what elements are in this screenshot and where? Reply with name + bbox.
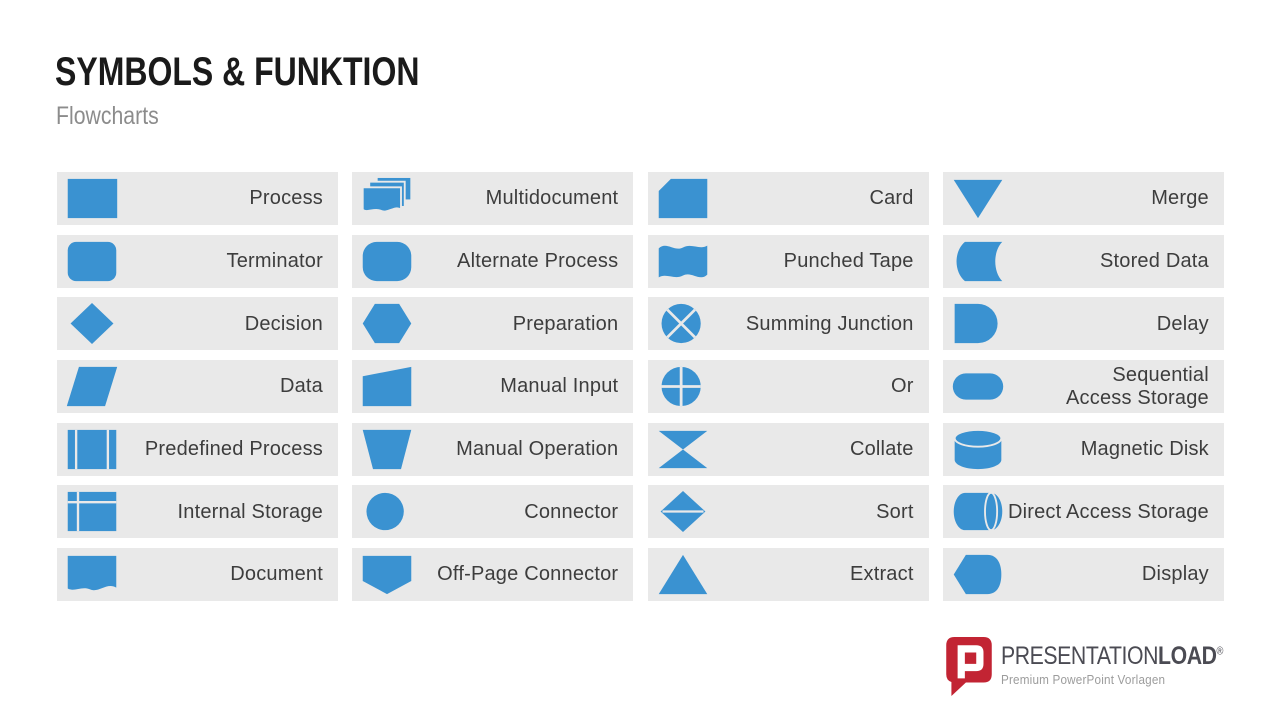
- predefined-process-icon: [64, 427, 120, 472]
- symbol-cell-or: Or: [647, 360, 929, 414]
- brand-name-regular: PRESENTATION: [1001, 642, 1159, 670]
- symbol-label: Sort: [876, 500, 914, 523]
- delay-icon: [950, 301, 1006, 346]
- alternate-process-icon: [359, 239, 415, 284]
- sort-icon: [655, 489, 711, 534]
- symbol-label: Connector: [524, 500, 619, 523]
- symbol-cell-sort: Sort: [647, 485, 929, 539]
- symbol-label: Summing Junction: [745, 312, 914, 335]
- connector-icon: [359, 489, 415, 534]
- preparation-icon: [359, 301, 415, 346]
- symbol-label: Internal Storage: [177, 500, 323, 523]
- symbol-cell-stored-data: Stored Data: [942, 234, 1224, 288]
- symbol-cell-off-page-connector: Off-Page Connector: [352, 548, 634, 602]
- symbol-cell-alternate-process: Alternate Process: [352, 234, 634, 288]
- symbol-cell-sequential-access-storage: Sequential Access Storage: [942, 360, 1224, 414]
- symbol-label: Process: [249, 187, 323, 210]
- symbol-label: Data: [279, 375, 323, 398]
- process-icon: [64, 176, 120, 221]
- symbol-cell-terminator: Terminator: [57, 234, 338, 288]
- symbol-label: Stored Data: [1099, 249, 1209, 272]
- symbol-cell-decision: Decision: [57, 297, 338, 351]
- symbol-label: Decision: [244, 312, 323, 335]
- symbol-cell-card: Card: [647, 172, 929, 225]
- symbol-cell-data: Data: [57, 360, 338, 414]
- merge-icon: [950, 176, 1006, 221]
- symbol-cell-preparation: Preparation: [352, 297, 634, 351]
- symbol-cell-multidocument: Multidocument: [352, 172, 634, 225]
- symbol-label: Off-Page Connector: [437, 563, 619, 586]
- symbol-cell-direct-access-storage: Direct Access Storage: [942, 485, 1224, 539]
- symbol-label: Direct Access Storage: [1007, 500, 1209, 523]
- manual-operation-icon: [359, 427, 415, 472]
- extract-icon: [655, 552, 711, 597]
- symbol-label: Collate: [849, 438, 914, 461]
- symbol-cell-merge: Merge: [942, 172, 1224, 225]
- symbol-label: Punched Tape: [783, 249, 914, 272]
- symbol-label: Multidocument: [485, 187, 619, 210]
- symbol-cell-document: Document: [57, 548, 338, 602]
- symbol-cell-connector: Connector: [352, 485, 634, 539]
- symbol-label: Preparation: [512, 312, 619, 335]
- symbol-cell-display: Display: [942, 548, 1224, 602]
- slide-title: SYMBOLS & FUNKTION: [55, 50, 420, 94]
- symbol-label: Display: [1141, 563, 1209, 586]
- symbol-cell-punched-tape: Punched Tape: [647, 234, 929, 288]
- symbol-cell-magnetic-disk: Magnetic Disk: [942, 422, 1224, 476]
- registered-mark: ®: [1216, 645, 1224, 658]
- symbol-label: Delay: [1156, 312, 1209, 335]
- slide-subtitle: Flowcharts: [56, 102, 159, 130]
- brand-name: PRESENTATIONLOAD®: [1001, 642, 1223, 671]
- brand-tagline: Premium PowerPoint Vorlagen: [1001, 672, 1166, 687]
- magnetic-disk-icon: [950, 427, 1006, 472]
- symbol-label: Card: [869, 187, 914, 210]
- symbol-label: Manual Operation: [456, 438, 619, 461]
- data-icon: [64, 364, 120, 409]
- symbol-label: Sequential Access Storage: [1066, 364, 1209, 409]
- internal-storage-icon: [64, 489, 120, 534]
- symbol-label: Alternate Process: [457, 249, 619, 272]
- symbol-label: Predefined Process: [144, 438, 323, 461]
- symbol-cell-collate: Collate: [647, 422, 929, 476]
- document-icon: [64, 552, 120, 597]
- decision-icon: [64, 301, 120, 346]
- manual-input-icon: [359, 364, 415, 409]
- card-icon: [655, 176, 711, 221]
- symbol-label: Manual Input: [500, 375, 619, 398]
- symbol-label: Extract: [849, 563, 914, 586]
- sequential-access-storage-icon: [950, 364, 1006, 409]
- multidocument-icon: [359, 176, 415, 221]
- terminator-icon: [64, 239, 120, 284]
- or-icon: [655, 364, 711, 409]
- display-icon: [950, 552, 1006, 597]
- symbol-label: Magnetic Disk: [1080, 438, 1209, 461]
- punched-tape-icon: [655, 239, 711, 284]
- stored-data-icon: [950, 239, 1006, 284]
- brand-logo: PRESENTATIONLOAD® Premium PowerPoint Vor…: [946, 637, 1262, 702]
- symbol-label: Document: [230, 563, 323, 586]
- off-page-connector-icon: [359, 552, 415, 597]
- presentationload-p-icon: [946, 637, 992, 702]
- symbol-cell-manual-operation: Manual Operation: [352, 422, 634, 476]
- symbol-cell-predefined-process: Predefined Process: [57, 422, 338, 476]
- symbol-cell-manual-input: Manual Input: [352, 360, 634, 414]
- symbol-cell-extract: Extract: [647, 548, 929, 602]
- symbol-cell-delay: Delay: [942, 297, 1224, 351]
- direct-access-storage-icon: [950, 489, 1006, 534]
- symbol-cell-summing-junction: Summing Junction: [647, 297, 929, 351]
- symbol-grid: Process Multidocument Card Merge Termina…: [57, 172, 1224, 602]
- symbol-cell-process: Process: [57, 172, 338, 225]
- brand-name-bold: LOAD: [1158, 642, 1217, 670]
- symbol-label: Terminator: [226, 249, 323, 272]
- symbol-cell-internal-storage: Internal Storage: [57, 485, 338, 539]
- symbol-label: Or: [890, 375, 914, 398]
- symbol-label: Merge: [1151, 187, 1209, 210]
- collate-icon: [655, 427, 711, 472]
- summing-junction-icon: [655, 301, 711, 346]
